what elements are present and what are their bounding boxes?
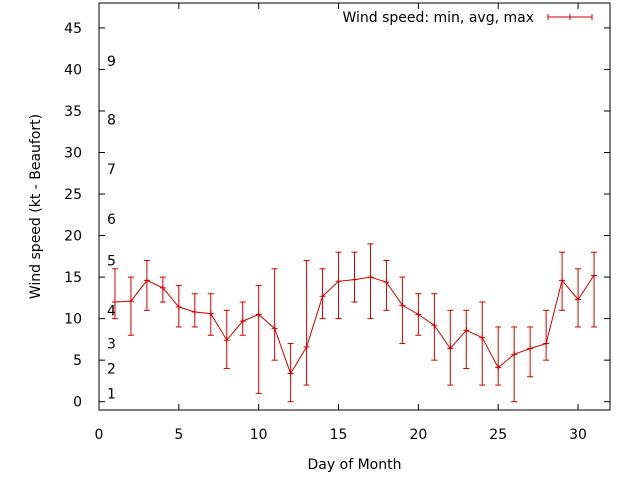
beaufort-label: 5 [107,253,116,269]
data-point [543,340,550,347]
y-tick-label: 40 [64,62,82,78]
x-tick-label: 20 [409,427,427,443]
data-point [463,327,470,334]
data-point [399,302,406,309]
y-tick-label: 35 [64,104,82,120]
data-point [415,311,422,318]
plot-frame [98,2,611,411]
axis-ticks [98,3,610,410]
beaufort-labels: 1 2 3 4 5 6 7 8 9 [107,54,116,402]
x-tick-label: 0 [95,427,104,443]
series-layer [111,243,598,403]
data-point [351,276,358,283]
data-point [511,351,518,358]
y-tick-label: 20 [64,229,82,245]
beaufort-label: 4 [107,303,116,319]
data-point [127,298,134,305]
data-point [239,318,246,325]
data-point [271,325,278,332]
beaufort-label: 9 [107,54,116,70]
data-point [159,284,166,291]
data-point [383,279,390,286]
data-point [591,272,598,279]
data-point [479,334,486,341]
data-point [175,304,182,311]
x-tick-label: 10 [250,427,268,443]
y-tick-label: 5 [73,353,82,369]
legend: Wind speed: min, avg, max [342,10,593,26]
data-point [335,278,342,285]
y-tick-label: 45 [64,21,82,37]
x-tick-label: 5 [174,427,183,443]
data-point [303,343,310,350]
x-tick-label: 15 [330,427,348,443]
y-tick-label: 30 [64,146,82,162]
data-point [207,310,214,317]
y-tick-label: 15 [64,270,82,286]
beaufort-label: 6 [107,212,116,228]
data-point [527,345,534,352]
data-point [367,274,374,281]
data-point [111,299,118,306]
beaufort-label: 3 [107,337,116,353]
y-axis-title: Wind speed (kt - Beaufort) [28,114,44,299]
y-tick-label: 10 [64,312,82,328]
plot-border [98,2,611,411]
data-point [255,311,262,318]
beaufort-label: 1 [107,386,116,402]
data-point [575,296,582,303]
y-tick-label: 0 [73,395,82,411]
data-point [431,322,438,329]
beaufort-label: 2 [107,361,116,377]
data-point [191,308,198,315]
legend-label: Wind speed: min, avg, max [342,10,534,26]
data-point [143,277,150,284]
data-point [447,345,454,352]
beaufort-label: 7 [107,162,116,178]
y-tick-label: 25 [64,187,82,203]
data-point [559,277,566,284]
data-point [319,293,326,300]
x-tick-label: 30 [569,427,587,443]
data-point [223,337,230,344]
x-axis-title: Day of Month [308,457,402,473]
data-point [495,364,502,371]
x-tick-label: 25 [489,427,507,443]
beaufort-label: 8 [107,112,116,128]
data-point [287,370,294,377]
